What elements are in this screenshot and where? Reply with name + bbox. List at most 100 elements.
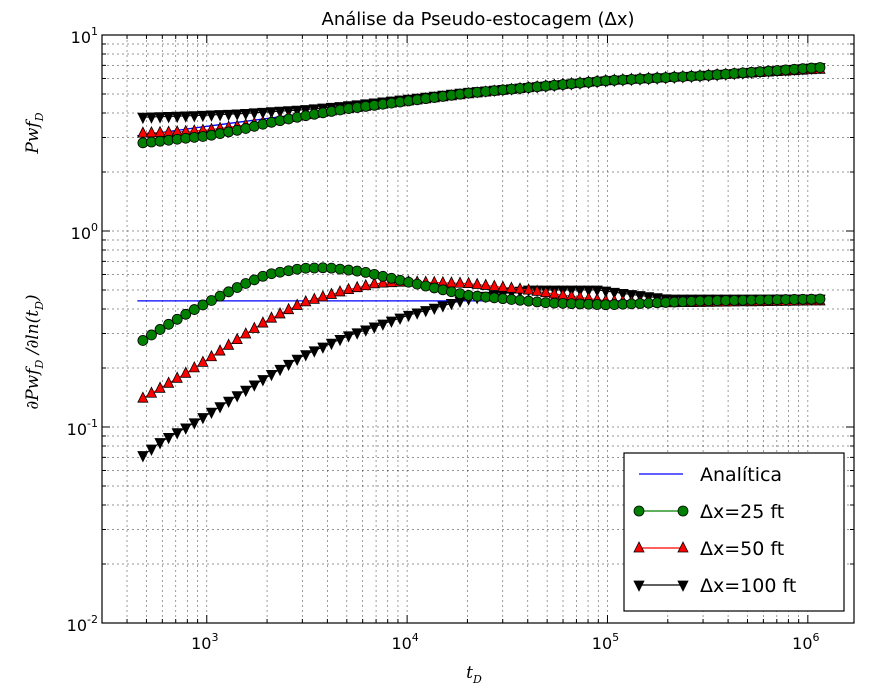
data-point (282, 302, 295, 315)
data-point (197, 413, 209, 425)
legend-entry: Analítica (639, 464, 782, 486)
data-point (437, 301, 449, 313)
data-point (317, 342, 329, 354)
legend-marker (633, 580, 645, 592)
data-point (240, 327, 252, 339)
data-point (180, 308, 192, 320)
y-tick-label: 101 (71, 25, 98, 47)
data-point (146, 329, 157, 341)
data-point (300, 294, 312, 307)
x-axis-label-sub: D (472, 673, 482, 686)
data-point (162, 432, 175, 445)
data-point (162, 376, 175, 388)
data-point (608, 287, 620, 300)
data-point (205, 110, 218, 122)
data-point (137, 112, 149, 125)
data-point (180, 366, 192, 378)
data-point (162, 112, 175, 124)
data-point (368, 322, 380, 334)
data-point (505, 281, 518, 293)
data-point (308, 292, 320, 304)
data-point (342, 282, 355, 295)
data-point (480, 278, 492, 290)
data-point (377, 276, 389, 288)
data-point (282, 359, 295, 372)
legend-marker (633, 505, 645, 517)
x-tick-label: 104 (391, 631, 418, 653)
data-point (154, 112, 166, 124)
data-point (188, 360, 200, 373)
data-point (214, 344, 226, 356)
chart-title: Análise da Pseudo-estocagem (Δx) (322, 9, 635, 30)
data-point (334, 334, 346, 347)
data-point (137, 451, 149, 463)
data-point (171, 428, 183, 440)
data-point (137, 391, 149, 403)
data-point (514, 282, 526, 294)
data-point (265, 107, 278, 119)
data-point (377, 319, 389, 331)
data-point (214, 110, 226, 122)
data-point (317, 290, 329, 302)
data-point (334, 285, 346, 297)
x-tick-label: 106 (792, 631, 819, 653)
data-point (197, 110, 209, 123)
data-point (197, 299, 209, 311)
y-axis-label-upper: PwfD (23, 112, 46, 154)
legend-marker (677, 541, 689, 553)
series-1 (137, 62, 826, 346)
data-point (154, 381, 166, 393)
data-point (368, 276, 380, 289)
data-point (582, 285, 595, 297)
data-point (402, 310, 415, 323)
data-point (428, 303, 440, 316)
data-point (445, 276, 458, 288)
data-point (488, 279, 500, 291)
data-point (248, 108, 260, 120)
data-point (223, 286, 235, 298)
data-point (154, 324, 166, 335)
svg-text:tD: tD (466, 663, 482, 686)
data-point (197, 355, 209, 367)
data-point (291, 354, 303, 367)
data-point (137, 126, 149, 138)
legend-label: Δx=50 ft (700, 538, 784, 560)
data-point (462, 276, 475, 288)
data-point (300, 350, 312, 362)
data-point (231, 391, 243, 403)
data-point (231, 332, 243, 345)
data-point (591, 285, 603, 297)
data-point (214, 290, 226, 302)
data-point (188, 111, 200, 123)
data-point (137, 335, 149, 346)
y-tick-label: 10-2 (67, 613, 98, 635)
data-point (265, 369, 278, 382)
data-point (265, 311, 278, 323)
x-axis-label-main: t (466, 663, 473, 683)
data-point (154, 438, 166, 450)
data-point (206, 295, 217, 306)
data-point (171, 371, 183, 383)
data-point (205, 407, 218, 419)
data-point (291, 298, 303, 310)
series-0 (137, 66, 824, 302)
legend-marker (677, 505, 689, 517)
data-point (540, 285, 552, 298)
data-point (257, 107, 269, 120)
data-point (180, 111, 192, 123)
x-tick-label: 105 (592, 631, 619, 653)
x-axis-label: tD (466, 663, 482, 686)
data-point (814, 293, 826, 305)
legend-label: Δx=25 ft (700, 501, 784, 523)
data-point (385, 316, 398, 328)
data-point (522, 283, 535, 295)
series-3 (137, 63, 826, 463)
data-point (325, 287, 338, 299)
data-point (360, 278, 372, 291)
data-point (248, 380, 260, 392)
x-tick-label: 103 (191, 631, 218, 653)
legend-entry: Δx=25 ft (633, 501, 784, 523)
legend-label: Analítica (700, 464, 782, 486)
legend-marker (677, 580, 689, 592)
